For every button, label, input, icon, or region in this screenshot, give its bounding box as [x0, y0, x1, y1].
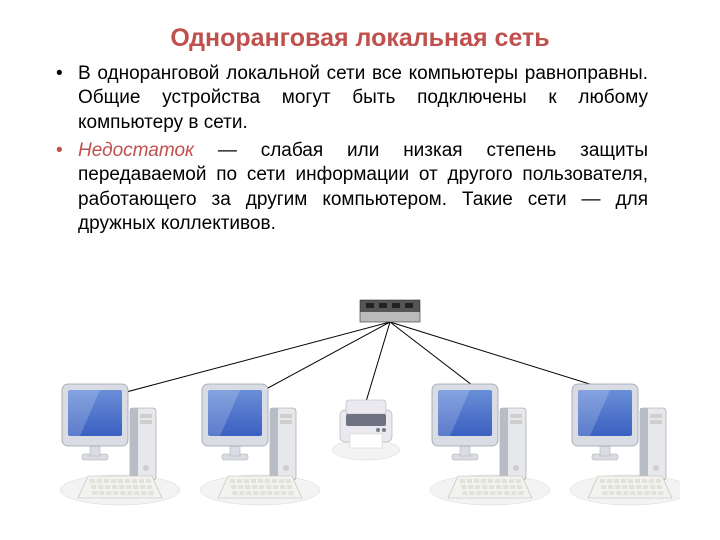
network-diagram: [40, 290, 680, 520]
bullet-item: В одноранговой локальной сети все компью…: [78, 62, 648, 135]
slide-title: Одноранговая локальная сеть: [0, 24, 720, 53]
body-text: В одноранговой локальной сети все компью…: [78, 62, 648, 240]
text-run: В одноранговой локальной сети все компью…: [78, 63, 648, 133]
text-run: Недостаток: [78, 140, 194, 161]
bullet-item: Недостаток — слабая или низкая степень з…: [78, 139, 648, 236]
diagram-svg: [40, 290, 680, 520]
